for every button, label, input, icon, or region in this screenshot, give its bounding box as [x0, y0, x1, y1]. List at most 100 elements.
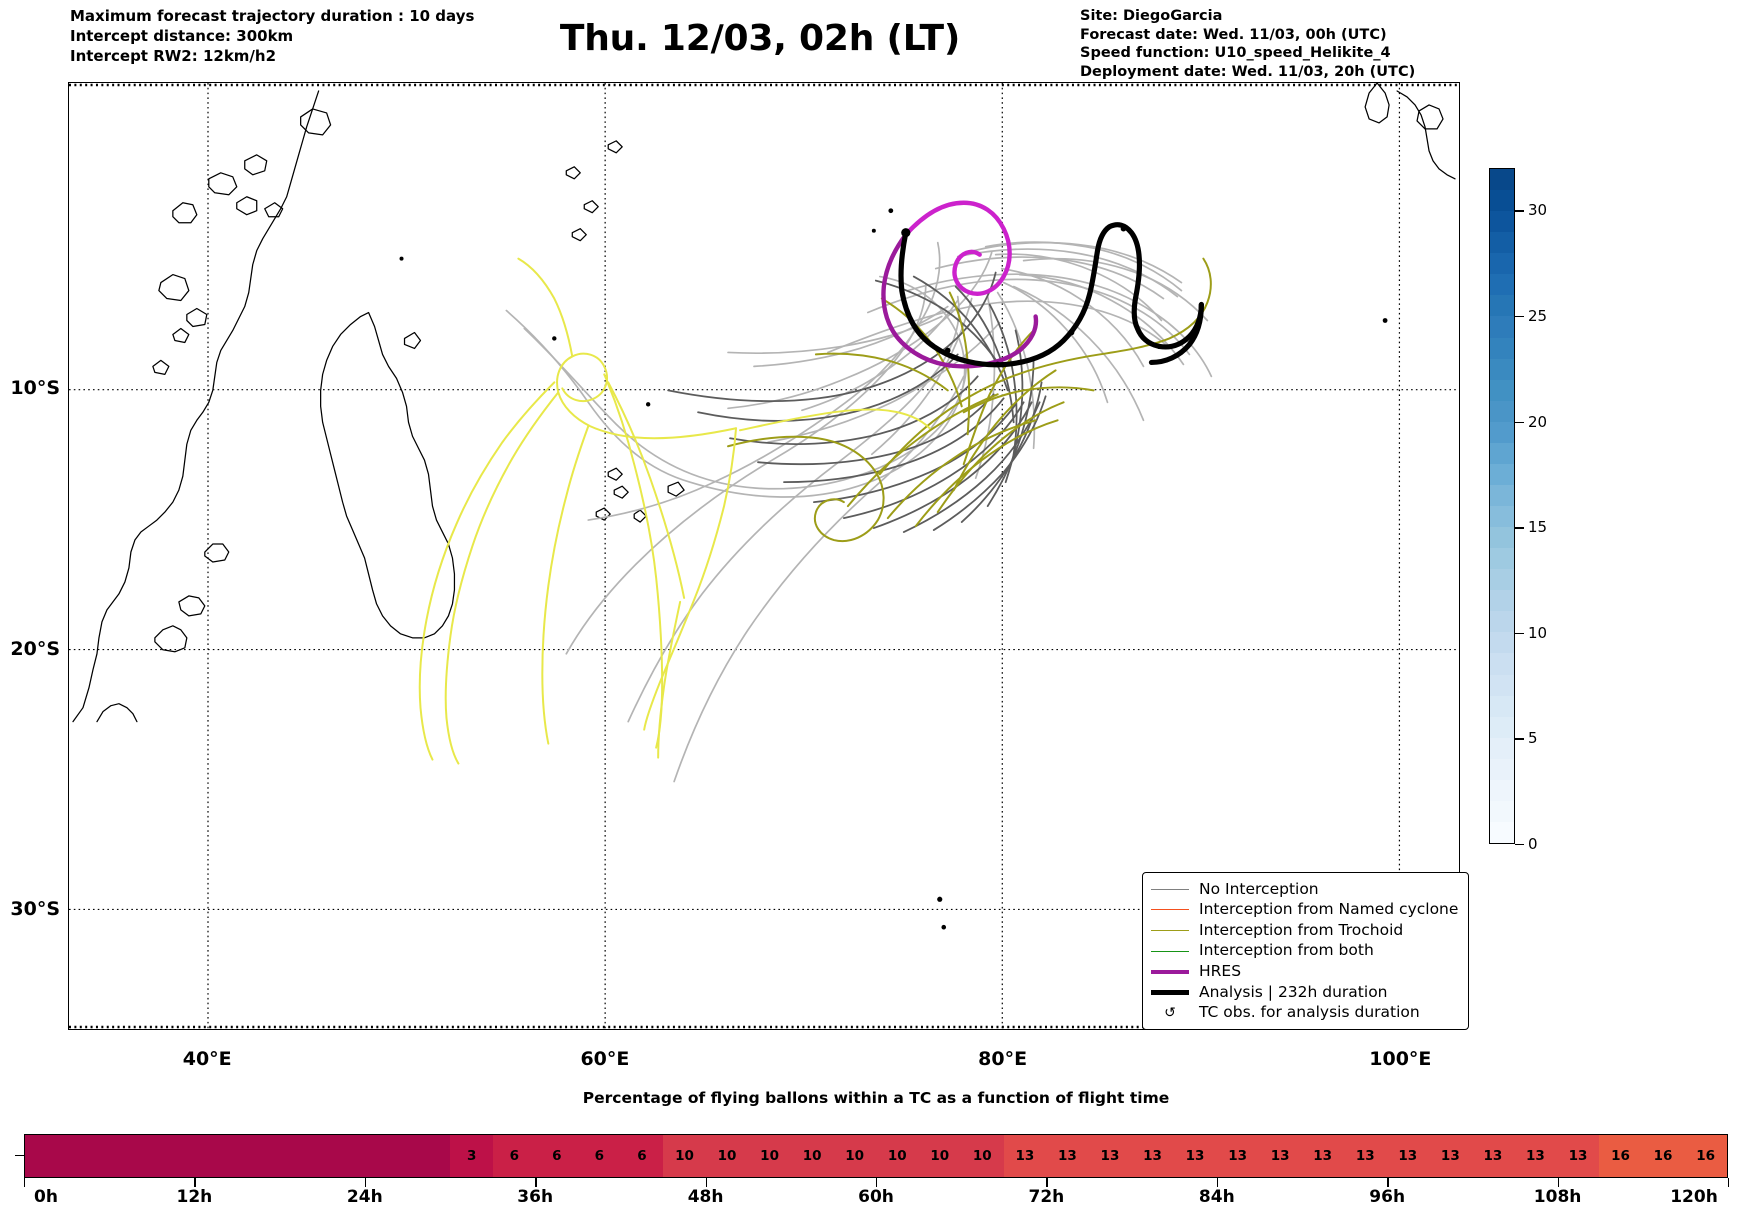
colorbar-horizontal-cell: 13 [1003, 1135, 1047, 1177]
colorbar-horizontal-tick-label: 24h [346, 1187, 383, 1207]
map-canvas [69, 83, 1459, 1029]
colorbar-horizontal-title: Percentage of flying ballons within a TC… [582, 1089, 1170, 1107]
colorbar-horizontal-tick-label: 96h [1369, 1187, 1406, 1207]
colorbar-horizontal-tick-label: 48h [687, 1187, 724, 1207]
colorbar-vertical-tick-label: 25 [1528, 306, 1548, 325]
colorbar-band [1490, 211, 1514, 233]
colorbar-band [1490, 653, 1514, 675]
speed-function-text: Speed function: U10_speed_Helikite_4 [1080, 45, 1391, 61]
lat-tick-label: 20°S [10, 637, 60, 660]
trajectory-hres-tail [881, 232, 1039, 369]
colorbar-band [1490, 295, 1514, 317]
legend-item-label: HRES [1199, 961, 1242, 980]
colorbar-band [1490, 611, 1514, 633]
legend-item-0[interactable]: No Interception [1151, 879, 1458, 900]
colorbar-vertical-tick-label: 5 [1528, 729, 1538, 748]
legend-item-label: Interception from both [1199, 941, 1374, 960]
coastlines [72, 83, 1456, 930]
colorbar-horizontal-tick-label: 12h [176, 1187, 213, 1207]
colorbar-horizontal-cell: 13 [1556, 1135, 1600, 1177]
legend-item-6[interactable]: ↺ TC obs. for analysis duration [1151, 1003, 1458, 1024]
colorbar-horizontal-tick [1046, 1178, 1048, 1187]
colorbar-horizontal-tick-label: 60h [858, 1187, 894, 1207]
colorbar-horizontal-tick [705, 1178, 707, 1187]
colorbar-vertical-tick [1515, 632, 1524, 635]
colorbar-horizontal-cell: 10 [748, 1135, 791, 1177]
colorbar-vertical-tick [1515, 844, 1524, 846]
map-legend[interactable]: No Interception Interception from Named c… [1142, 872, 1470, 1031]
colorbar-horizontal-tick [1216, 1178, 1219, 1187]
colorbar-horizontal-cell [365, 1135, 408, 1177]
colorbar-horizontal-tick [1557, 1178, 1559, 1187]
colorbar-vertical-tick-label: 10 [1528, 623, 1548, 642]
colorbar-band [1490, 800, 1514, 822]
trajectories-no-interception [505, 241, 1213, 783]
legend-line-swatch [1151, 989, 1189, 995]
intercept-rw2-text: Intercept RW2: 12km/h2 [70, 47, 277, 65]
colorbar-band [1490, 442, 1514, 464]
header-left-info: Maximum forecast trajectory duration : 1… [70, 6, 474, 66]
colorbar-horizontal-cell: 10 [663, 1135, 706, 1177]
colorbar-vertical-tick [1515, 527, 1524, 529]
colorbar-vertical-tick-label: 30 [1528, 201, 1548, 220]
colorbar-band [1490, 274, 1514, 296]
lon-tick-label: 40°E [182, 1048, 232, 1070]
colorbar-horizontal-cell: 13 [1301, 1135, 1344, 1177]
colorbar-vertical[interactable]: 0 5 10 15 20 25 30 [1489, 168, 1547, 853]
colorbar-band [1490, 632, 1514, 654]
legend-line-swatch [1151, 888, 1189, 890]
colorbar-horizontal-tick-label: 0h [34, 1187, 58, 1207]
colorbar-horizontal-cell [152, 1135, 196, 1177]
colorbar-band [1490, 674, 1514, 696]
analysis-start-marker [901, 228, 911, 238]
colorbar-horizontal-tick [364, 1178, 367, 1187]
colorbar-horizontal-cell: 13 [1471, 1135, 1515, 1177]
colorbar-horizontal-cell: 6 [535, 1135, 579, 1177]
legend-item-5[interactable]: Analysis | 232h duration [1151, 982, 1458, 1003]
colorbar-vertical-gradient [1489, 168, 1515, 844]
deployment-date-text: Deployment date: Wed. 11/03, 20h (UTC) [1080, 63, 1416, 80]
colorbar-horizontal-tick [194, 1178, 196, 1187]
trajectory-hres [903, 200, 1012, 296]
lon-tick-label: 80°E [978, 1048, 1028, 1070]
colorbar-horizontal-cell: 6 [493, 1135, 536, 1177]
colorbar-horizontal-cell: 10 [918, 1135, 962, 1177]
colorbar-horizontal-tick [535, 1178, 537, 1187]
colorbar-band [1490, 569, 1514, 591]
colorbar-horizontal-cell: 16 [1599, 1135, 1642, 1177]
intercept-distance-text: Intercept distance: 300km [70, 27, 294, 45]
colorbar-horizontal[interactable]: 3 6 6 6 6 10 10 10 10 10 10 10 10 13 13 13 13 13 13 13 13 13 1… [15, 1134, 1730, 1187]
legend-line-swatch [1151, 909, 1189, 911]
colorbar-horizontal-cell: 10 [790, 1135, 834, 1177]
legend-item-1[interactable]: Interception from Named cyclone [1151, 900, 1458, 921]
colorbar-horizontal-tick [876, 1178, 878, 1187]
colorbar-horizontal-cell [280, 1135, 323, 1177]
colorbar-horizontal-cell: 13 [1173, 1135, 1217, 1177]
colorbar-vertical-tick [1515, 210, 1524, 212]
colorbar-band [1490, 506, 1514, 528]
colorbar-band [1490, 337, 1514, 359]
colorbar-horizontal-cell: 6 [578, 1135, 621, 1177]
lat-tick-label: 30°S [10, 898, 60, 921]
colorbar-horizontal-cell: 3 [450, 1135, 494, 1177]
legend-item-2[interactable]: Interception from Trochoid [1151, 920, 1458, 941]
colorbar-horizontal-cell: 10 [833, 1135, 876, 1177]
lon-tick-label: 60°E [580, 1048, 630, 1070]
colorbar-vertical-tick-label: 20 [1528, 412, 1548, 431]
colorbar-band [1490, 821, 1514, 843]
max-duration-text: Maximum forecast trajectory duration : 1… [70, 7, 475, 25]
colorbar-band [1490, 379, 1514, 401]
colorbar-band [1490, 716, 1514, 738]
legend-item-3[interactable]: Interception from both [1151, 941, 1458, 962]
colorbar-horizontal-left-tick [15, 1155, 24, 1157]
colorbar-vertical-tick-label: 0 [1528, 835, 1538, 853]
legend-item-4[interactable]: HRES [1151, 961, 1458, 982]
colorbar-band [1490, 232, 1514, 254]
colorbar-horizontal-cell [322, 1135, 366, 1177]
colorbar-horizontal-cell: 16 [1684, 1135, 1727, 1177]
lat-tick-label: 10°S [10, 377, 60, 400]
colorbar-band [1490, 527, 1514, 549]
colorbar-horizontal-cell: 10 [875, 1135, 919, 1177]
colorbar-horizontal-cell: 13 [1386, 1135, 1430, 1177]
legend-item-label: Interception from Trochoid [1199, 920, 1404, 939]
